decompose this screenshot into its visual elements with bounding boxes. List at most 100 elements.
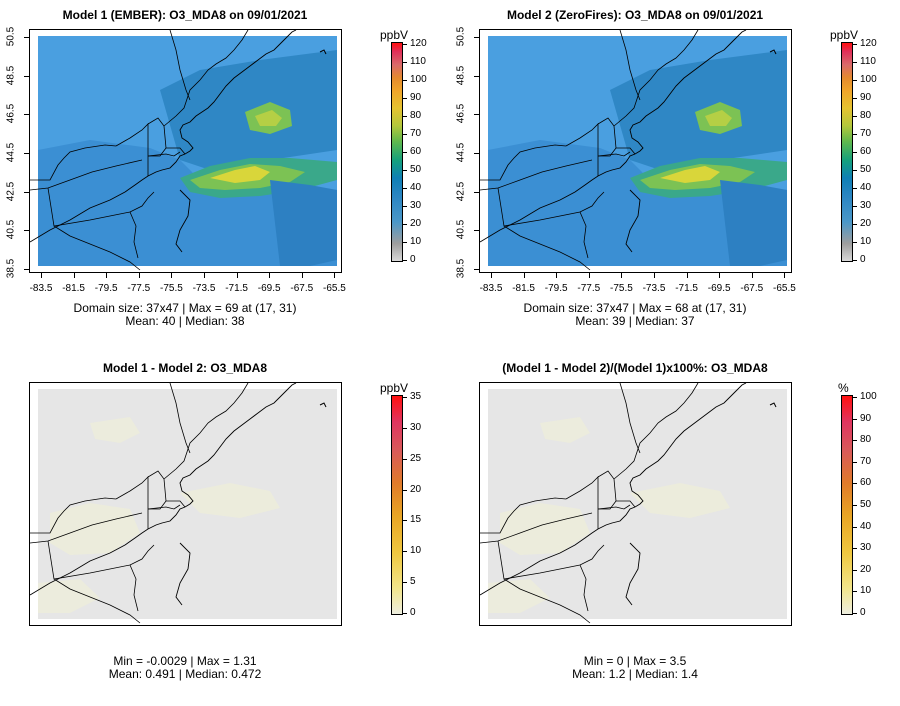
x-axis-tick: [236, 273, 238, 278]
colorbar-tick: [403, 80, 407, 81]
y-axis-tick: [474, 191, 479, 193]
colorbar-tick-label: 5: [410, 576, 416, 588]
colorbar-tick-label: 25: [410, 452, 422, 464]
stats-line-1: Domain size: 37x47 | Max = 68 at (17, 31…: [523, 301, 747, 315]
colorbar-tick: [403, 152, 407, 153]
x-axis-tick-label: -73.5: [192, 283, 216, 294]
colorbar-tick: [853, 152, 857, 153]
x-axis-tick: [719, 273, 721, 278]
colorbar-tick: [853, 224, 857, 225]
x-axis-tick: [138, 273, 140, 278]
colorbar: [841, 42, 853, 262]
x-axis-tick-label: -69.5: [257, 283, 281, 294]
x-axis-tick-label: -75.5: [159, 283, 183, 294]
stats-line-1: Min = -0.0029 | Max = 1.31: [113, 654, 257, 668]
x-axis-tick: [588, 273, 590, 278]
y-axis-tick: [474, 269, 479, 270]
colorbar-tick-label: 90: [860, 92, 872, 103]
map-svg: [480, 30, 791, 272]
colorbar-tick-label: 10: [410, 545, 422, 557]
colorbar-tick: [853, 483, 857, 485]
map-svg: [30, 383, 341, 625]
x-axis-tick: [523, 273, 525, 278]
panel-title: (Model 1 - Model 2)/(Model 1)x100%: O3_M…: [502, 361, 768, 375]
x-axis-tick: [269, 273, 271, 278]
colorbar-tick: [853, 591, 857, 593]
colorbar-tick: [403, 260, 407, 261]
x-axis-tick: [106, 273, 108, 278]
colorbar-tick-label: 110: [860, 56, 876, 67]
colorbar-tick-label: 80: [410, 110, 422, 121]
stats-line-2: Mean: 40 | Median: 38: [125, 314, 245, 328]
colorbar-tick-label: 60: [860, 146, 872, 157]
colorbar-tick-label: 20: [860, 563, 872, 575]
colorbar-tick: [403, 242, 407, 243]
colorbar-tick-label: 20: [860, 218, 872, 229]
x-axis-tick-label: -65.5: [772, 283, 796, 294]
colorbar-tick: [853, 242, 857, 243]
colorbar-tick-label: 120: [860, 38, 877, 49]
x-axis-tick: [204, 273, 205, 278]
colorbar-tick: [403, 551, 407, 553]
x-axis-tick-label: -81.5: [62, 283, 85, 294]
colorbar-tick-label: 30: [860, 200, 872, 211]
x-axis-tick-label: -79.5: [544, 283, 568, 294]
colorbar-tick: [853, 188, 857, 189]
colorbar-tick: [403, 613, 407, 614]
colorbar-tick-label: 90: [860, 412, 872, 424]
colorbar-tick-label: 20: [410, 483, 422, 495]
colorbar-tick: [403, 397, 407, 398]
colorbar-tick: [853, 134, 857, 135]
colorbar-tick: [853, 44, 857, 45]
panel-title: Model 2 (ZeroFires): O3_MDA8 on 09/01/20…: [506, 8, 764, 22]
colorbar-tick-label: 20: [410, 218, 422, 229]
colorbar-tick-label: 50: [860, 499, 872, 510]
colorbar-tick-label: 40: [860, 520, 872, 532]
colorbar-tick-label: 50: [410, 164, 422, 175]
stats-line-2: Mean: 1.2 | Median: 1.4: [572, 667, 698, 681]
colorbar-tick-label: 70: [410, 128, 422, 139]
colorbar-tick: [403, 44, 407, 45]
colorbar-tick-label: 100: [860, 391, 877, 402]
map-plot-area: [29, 382, 342, 626]
x-axis-tick-label: -65.5: [322, 283, 346, 294]
x-axis-tick-label: -69.5: [707, 283, 731, 294]
y-axis-tick-label: 38.5: [455, 258, 467, 279]
colorbar-tick: [403, 520, 407, 522]
stats-line-2: Mean: 0.491 | Median: 0.472: [108, 667, 262, 681]
colorbar-tick-label: 15: [410, 514, 422, 526]
colorbar-tick: [403, 116, 407, 117]
colorbar-tick-label: 0: [860, 254, 866, 265]
colorbar-tick-label: 30: [410, 421, 422, 433]
colorbar-tick-label: 90: [410, 92, 422, 103]
colorbar-tick: [853, 505, 857, 506]
y-axis-tick-label: 46.5: [5, 103, 17, 124]
colorbar-tick: [853, 613, 857, 614]
x-axis-tick: [301, 273, 303, 278]
map-panel-model2: Model 2 (ZeroFires): O3_MDA8 on 09/01/20…: [450, 0, 900, 353]
x-axis-tick-label: -67.5: [290, 283, 314, 294]
colorbar-tick: [403, 582, 407, 584]
stats-line-1: Domain size: 37x47 | Max = 69 at (17, 31…: [73, 301, 297, 315]
x-axis-tick-label: -79.5: [94, 283, 118, 294]
colorbar-unit: ppbV: [380, 28, 409, 42]
colorbar-tick-label: 40: [860, 182, 872, 193]
y-axis-tick: [474, 75, 479, 77]
map-plot-area: [479, 29, 792, 273]
map-plot-area: [29, 29, 342, 273]
y-axis-tick: [24, 191, 29, 193]
y-axis-tick-label: 40.5: [5, 220, 17, 240]
colorbar-tick: [403, 206, 407, 207]
colorbar-tick: [403, 62, 407, 63]
colorbar-tick: [403, 224, 407, 225]
x-axis-tick: [556, 273, 558, 278]
colorbar: [391, 395, 403, 615]
colorbar-tick: [853, 461, 857, 463]
x-axis-tick: [686, 273, 688, 278]
x-axis-tick: [621, 273, 623, 278]
y-axis-tick: [24, 75, 29, 77]
colorbar-tick: [853, 116, 857, 117]
stats-line-2: Mean: 39 | Median: 37: [575, 314, 695, 328]
colorbar-tick-label: 70: [860, 128, 872, 139]
stats-line-1: Min = 0 | Max = 3.5: [583, 654, 687, 668]
